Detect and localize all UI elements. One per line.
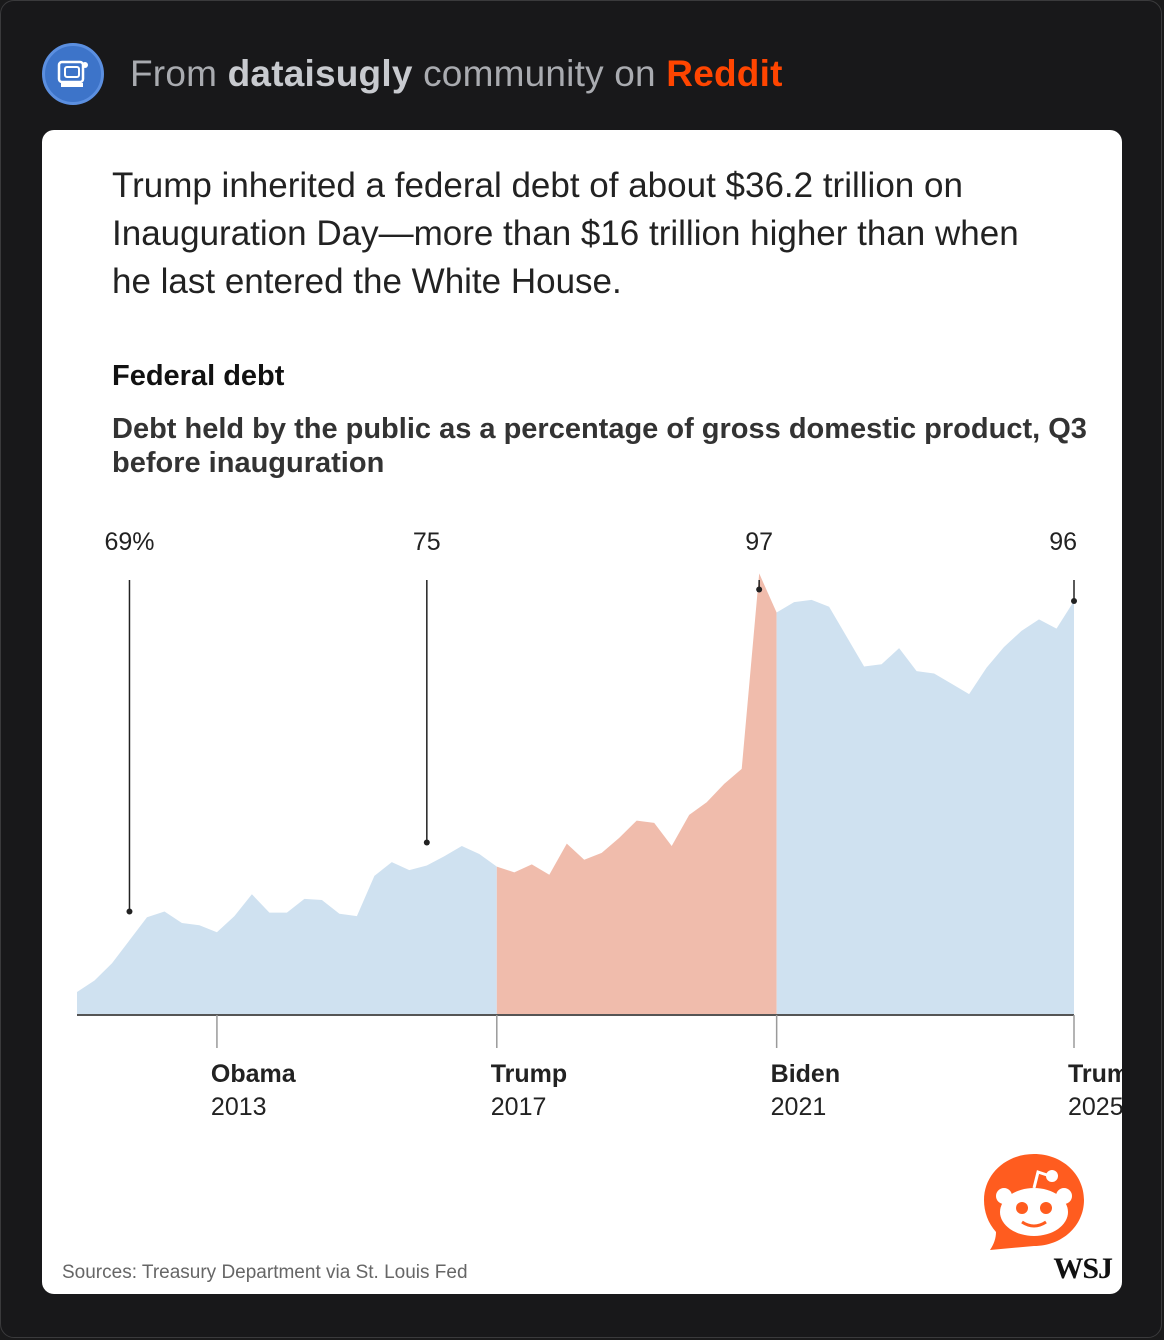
- inauguration-president-3: Trump: [1068, 1060, 1122, 1088]
- inauguration-year-1: 2017: [491, 1093, 547, 1121]
- callout-label-0: 69%: [104, 528, 154, 556]
- inauguration-year-0: 2013: [211, 1093, 267, 1121]
- post-header: From dataisugly community on Reddit: [42, 42, 783, 106]
- header-prefix: From: [130, 53, 218, 94]
- chart-title: Federal debt: [112, 360, 285, 392]
- area-segment-republican-1: [496, 573, 777, 1015]
- inauguration-year-3: 2025: [1068, 1093, 1122, 1121]
- community-avatar-icon[interactable]: [42, 43, 104, 105]
- chart-subtitle: Debt held by the public as a percentage …: [112, 413, 1087, 479]
- header-text: From dataisugly community on Reddit: [130, 53, 783, 95]
- help-icon: [57, 60, 88, 87]
- callout-dot-1: [423, 839, 430, 846]
- area-segment-democrat-0: [77, 846, 497, 1015]
- inauguration-president-2: Biden: [771, 1060, 840, 1088]
- callout-label-3: 96: [1049, 528, 1077, 556]
- header-middle: community on: [423, 53, 656, 94]
- inauguration-president-0: Obama: [211, 1060, 297, 1088]
- inauguration-president-1: Trump: [491, 1060, 567, 1088]
- callout-label-1: 75: [413, 528, 441, 556]
- community-name-link[interactable]: dataisugly: [227, 53, 413, 94]
- callout-dot-0: [126, 908, 133, 915]
- platform-name-link[interactable]: Reddit: [666, 53, 783, 94]
- headline: Trump inherited a federal debt of about …: [112, 166, 1019, 301]
- area-segment-democrat-2: [776, 599, 1074, 1015]
- callout-dot-3: [1071, 598, 1077, 604]
- chart-card: Trump inherited a federal debt of about …: [42, 130, 1122, 1294]
- source-note: Sources: Treasury Department via St. Lou…: [62, 1262, 468, 1283]
- inauguration-year-2: 2021: [771, 1093, 827, 1121]
- callout-dot-2: [756, 586, 763, 593]
- debt-area-chart: Obama 2013 Trump 2017 Biden 2021 Trump 2025 69% 7…: [77, 528, 1122, 1121]
- callout-label-2: 97: [745, 528, 773, 556]
- wsj-logo: WSJ: [1053, 1252, 1113, 1285]
- reddit-logo-icon: [984, 1154, 1084, 1250]
